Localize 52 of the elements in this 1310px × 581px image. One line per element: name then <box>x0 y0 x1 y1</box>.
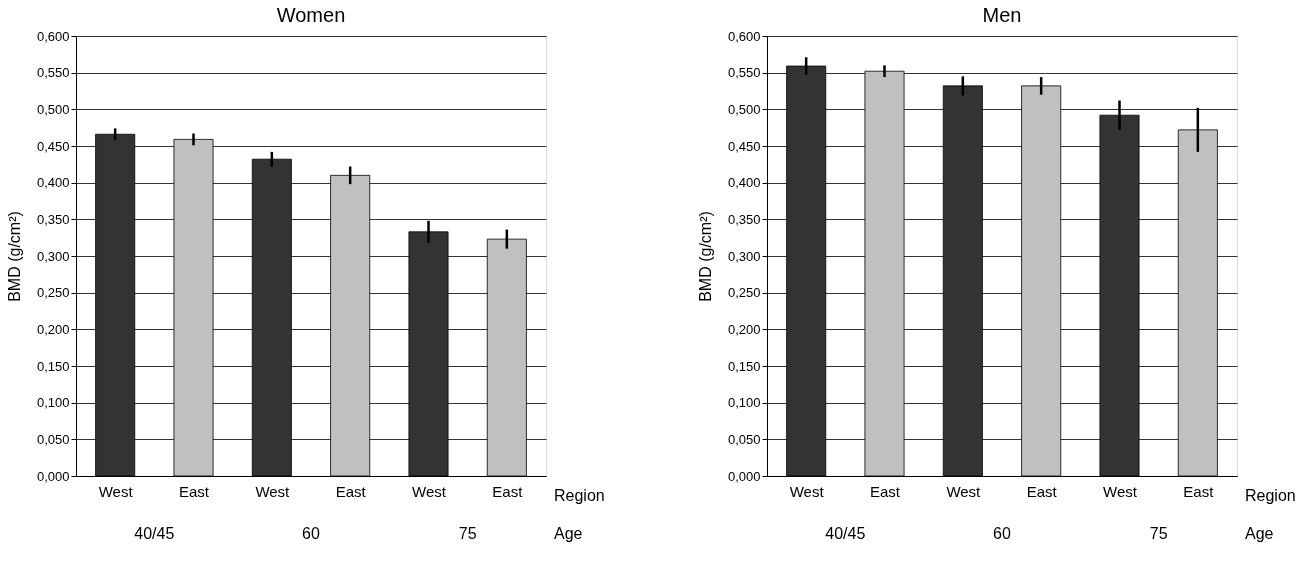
y-tick-label: 0,550 <box>36 65 70 81</box>
y-tick-label: 0,150 <box>727 358 761 374</box>
y-tick-label: 0,350 <box>727 211 761 227</box>
y-axis-title: BMD (g/cm²) <box>696 211 714 302</box>
text: Region <box>1245 487 1296 504</box>
text: 75 <box>458 525 477 542</box>
x-tick-label: West <box>789 482 825 500</box>
y-tick-label: 0,250 <box>36 285 70 301</box>
x-tick-label: East <box>1026 482 1058 500</box>
y-tick-label: 0,600 <box>36 28 70 44</box>
text: Region <box>554 487 605 504</box>
chart-title: Men <box>982 4 1022 26</box>
x-tick-label: East <box>178 482 210 500</box>
text: 75 <box>1149 525 1168 542</box>
y-tick-label: 0,450 <box>36 138 70 154</box>
y-tick-label: 0,300 <box>727 248 761 264</box>
y-tick-label: 0,100 <box>36 395 70 411</box>
x-tick-label: West <box>98 482 134 500</box>
x-tick-label: East <box>492 482 524 500</box>
text: Age <box>1245 525 1274 542</box>
y-tick-label: 0,550 <box>727 65 761 81</box>
y-tick-label: 0,200 <box>36 321 70 337</box>
y-tick-label: 0,350 <box>36 211 70 227</box>
text: 40/45 <box>825 525 866 542</box>
y-tick-label: 0,000 <box>727 468 761 484</box>
y-tick-label: 0,500 <box>727 101 761 117</box>
x-tick-label: West <box>946 482 982 500</box>
y-tick-label: 0,050 <box>727 431 761 447</box>
x-tick-label: West <box>255 482 291 500</box>
text: 40/45 <box>134 525 175 542</box>
y-tick-label: 0,400 <box>36 175 70 191</box>
y-axis-title: BMD (g/cm²) <box>5 211 23 302</box>
y-tick-label: 0,200 <box>727 321 761 337</box>
x-tick-label: East <box>335 482 367 500</box>
x-tick-label: East <box>1183 482 1215 500</box>
y-tick-label: 0,450 <box>727 138 761 154</box>
text: Age <box>554 525 583 542</box>
y-tick-label: 0,150 <box>36 358 70 374</box>
y-tick-label: 0,600 <box>727 28 761 44</box>
text: 60 <box>993 525 1011 542</box>
y-tick-label: 0,400 <box>727 175 761 191</box>
text: 60 <box>302 525 320 542</box>
y-tick-label: 0,050 <box>36 431 70 447</box>
x-tick-label: West <box>1103 482 1138 500</box>
y-tick-label: 0,300 <box>36 248 70 264</box>
x-tick-label: West <box>412 482 447 500</box>
y-tick-label: 0,000 <box>36 468 70 484</box>
y-tick-label: 0,500 <box>36 101 70 117</box>
y-tick-label: 0,100 <box>727 395 761 411</box>
y-tick-label: 0,250 <box>727 285 761 301</box>
x-tick-label: East <box>869 482 901 500</box>
chart-title: Women <box>276 4 346 26</box>
